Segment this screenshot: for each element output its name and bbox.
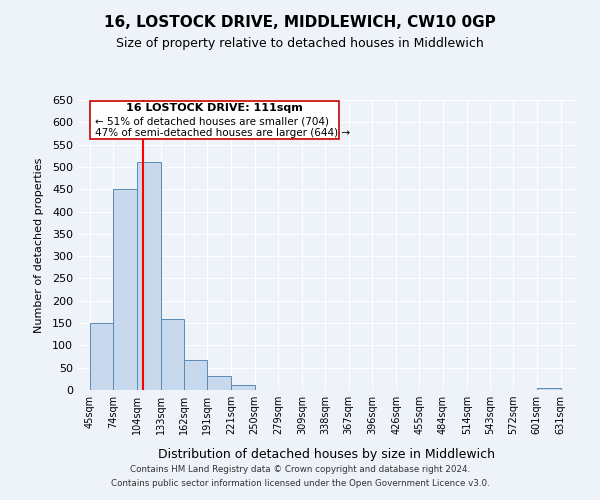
Y-axis label: Number of detached properties: Number of detached properties: [34, 158, 44, 332]
Text: ← 51% of detached houses are smaller (704): ← 51% of detached houses are smaller (70…: [95, 116, 329, 126]
Text: Contains HM Land Registry data © Crown copyright and database right 2024.
Contai: Contains HM Land Registry data © Crown c…: [110, 466, 490, 487]
Bar: [113, 189, 137, 390]
X-axis label: Distribution of detached houses by size in Middlewich: Distribution of detached houses by size …: [158, 448, 496, 461]
Bar: [137, 162, 161, 390]
Text: 47% of semi-detached houses are larger (644) →: 47% of semi-detached houses are larger (…: [95, 128, 350, 138]
Bar: [536, 388, 561, 390]
Bar: [161, 318, 184, 390]
Bar: [232, 384, 255, 390]
Bar: [90, 323, 113, 390]
Bar: [208, 376, 232, 390]
Text: Size of property relative to detached houses in Middlewich: Size of property relative to detached ho…: [116, 38, 484, 51]
Text: 16, LOSTOCK DRIVE, MIDDLEWICH, CW10 0GP: 16, LOSTOCK DRIVE, MIDDLEWICH, CW10 0GP: [104, 15, 496, 30]
Text: 16 LOSTOCK DRIVE: 111sqm: 16 LOSTOCK DRIVE: 111sqm: [126, 103, 303, 113]
FancyBboxPatch shape: [90, 101, 339, 140]
Bar: [184, 360, 208, 390]
